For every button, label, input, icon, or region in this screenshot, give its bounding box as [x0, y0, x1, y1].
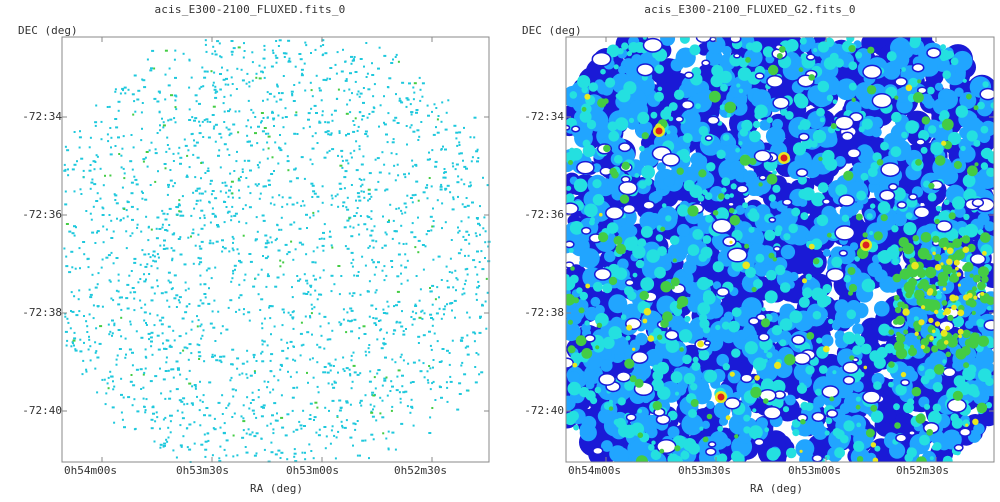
- right-dec-axis-label: DEC (deg): [522, 24, 582, 37]
- right-xtick: 0h53m00s: [788, 464, 841, 477]
- right-xtick: 0h52m30s: [896, 464, 949, 477]
- right-ytick: -72:38: [524, 306, 564, 319]
- left-ra-axis-label: RA (deg): [250, 482, 303, 495]
- left-tick-marks: [62, 37, 489, 462]
- left-ytick: -72:36: [22, 208, 62, 221]
- left-dec-axis-label: DEC (deg): [18, 24, 78, 37]
- right-xtick: 0h53m30s: [678, 464, 731, 477]
- right-ytick: -72:34: [524, 110, 564, 123]
- left-ytick: -72:40: [22, 404, 62, 417]
- right-image-canvas[interactable]: [500, 0, 1000, 502]
- right-xtick: 0h54m00s: [568, 464, 621, 477]
- left-panel-title: acis_E300-2100_FLUXED.fits_0: [154, 3, 346, 16]
- right-ytick: -72:40: [524, 404, 564, 417]
- left-xtick: 0h52m30s: [394, 464, 447, 477]
- left-frame: [61, 36, 490, 463]
- left-ytick: -72:38: [22, 306, 62, 319]
- right-ytick: -72:36: [524, 208, 564, 221]
- right-tick-marks: [566, 37, 994, 462]
- left-pixel-layer: [63, 39, 491, 463]
- left-xtick: 0h53m30s: [176, 464, 229, 477]
- left-xtick: 0h53m00s: [286, 464, 339, 477]
- left-image-panel: acis_E300-2100_FLUXED.fits_0 DEC (deg) -…: [0, 0, 500, 502]
- right-panel-title: acis_E300-2100_FLUXED_G2.fits_0: [644, 3, 856, 16]
- right-image-panel: acis_E300-2100_FLUXED_G2.fits_0 DEC (deg…: [500, 0, 1000, 502]
- right-ra-axis-label: RA (deg): [750, 482, 803, 495]
- right-frame: [565, 36, 995, 463]
- left-image-canvas[interactable]: [0, 0, 500, 502]
- left-ytick: -72:34: [22, 110, 62, 123]
- left-xtick: 0h54m00s: [64, 464, 117, 477]
- right-smoothed-map: [566, 37, 994, 462]
